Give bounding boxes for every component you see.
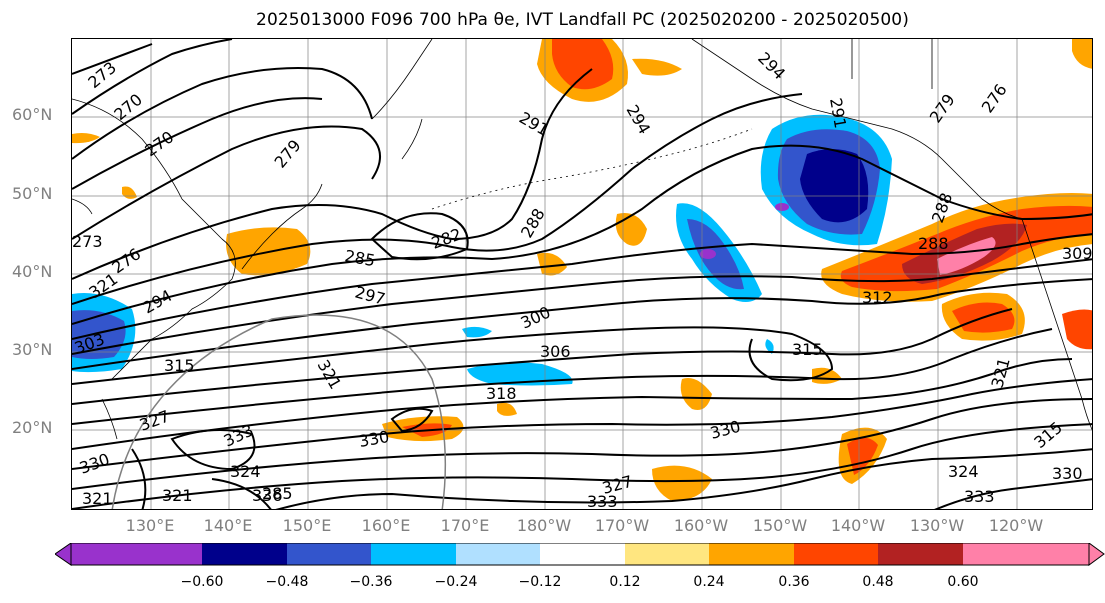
colorbar-tick: 0.36	[778, 574, 810, 590]
contour-label: 294	[623, 102, 655, 138]
map-title: 2025013000 F096 700 hPa θe, IVT Landfall…	[256, 10, 909, 30]
colorbar-tick: 0.48	[862, 574, 894, 590]
lon-label-150e: 150°E	[282, 516, 332, 535]
contour-label: 327	[600, 472, 634, 498]
contour-label: 279	[926, 90, 959, 126]
colorbar-swatch	[963, 543, 1089, 565]
coastlines	[72, 39, 1092, 440]
colorbar-swatch	[625, 543, 709, 565]
contour-label: 330	[1052, 464, 1083, 483]
contour-label: 294	[754, 48, 789, 83]
colorbar-swatch	[287, 543, 371, 565]
contour-label: 294	[140, 286, 176, 318]
colorbar-swatch	[371, 543, 456, 565]
contours	[72, 39, 1092, 509]
lon-label-180w: 180°W	[516, 516, 572, 535]
lon-label-140e: 140°E	[203, 516, 253, 535]
contour-label: 318	[486, 384, 517, 403]
lat-label-60n: 60°N	[12, 105, 53, 124]
colorbar-swatch	[878, 543, 963, 565]
contour-label: 285	[343, 246, 376, 270]
colorbar-tick: 0.12	[609, 574, 641, 590]
contour-label: 330	[77, 449, 112, 477]
contour-label: 276	[978, 80, 1011, 116]
lat-label-40n: 40°N	[12, 262, 53, 281]
contour-label: 315	[1030, 418, 1066, 452]
contour-label: 315	[164, 356, 195, 375]
lon-label-170e: 170°E	[440, 516, 490, 535]
contour-label: 324	[230, 462, 261, 481]
contour-label: 276	[108, 244, 144, 277]
colorbar-swatch	[540, 543, 625, 565]
shading-layer	[72, 39, 1092, 501]
lat-label-20n: 20°N	[12, 418, 53, 437]
colorbar-tick: −0.48	[265, 574, 309, 590]
colorbar-swatch	[202, 543, 287, 565]
japan-coast	[241, 183, 323, 270]
asia-coast	[72, 98, 236, 380]
contour-label: 291	[516, 108, 552, 140]
colorbar-tick: −0.12	[518, 574, 562, 590]
north-america-coast	[1021, 218, 1092, 431]
contour-label: 336	[252, 486, 283, 505]
aleutians	[431, 128, 753, 210]
contour-label: 279	[271, 136, 305, 172]
lon-label-130e: 130°E	[125, 516, 175, 535]
colorbar-swatch	[709, 543, 794, 565]
contour-label: 321	[82, 489, 113, 508]
map-canvas: 273 270 270 279 291 294 294 291 279 276 …	[72, 39, 1093, 510]
lon-label-150w: 150°W	[752, 516, 808, 535]
contour-label: 330	[357, 427, 390, 451]
contour-label: 324	[948, 462, 979, 481]
lon-label-140w: 140°W	[830, 516, 886, 535]
lon-label-160e: 160°E	[361, 516, 411, 535]
lat-label-50n: 50°N	[12, 184, 53, 203]
map-panel: 273 270 270 279 291 294 294 291 279 276 …	[71, 38, 1093, 510]
contour-label: 285	[262, 484, 293, 503]
contour-label: 333	[587, 492, 618, 510]
contour-label: 321	[988, 356, 1014, 390]
alaska-coast	[691, 39, 1023, 220]
colorbar-tick: −0.36	[349, 574, 393, 590]
colorbar-tick: −0.60	[180, 574, 224, 590]
colorbar	[55, 543, 1105, 566]
contour-label: 330	[708, 417, 742, 443]
colorbar-swatch	[456, 543, 540, 565]
lon-label-130w: 130°W	[909, 516, 965, 535]
contour-label: 321	[162, 486, 193, 505]
contour-label: 288	[517, 205, 549, 241]
colorbar-extend-high	[1088, 543, 1105, 566]
colorbar-swatch	[71, 543, 202, 565]
lon-label-160w: 160°W	[673, 516, 729, 535]
contour-label: 321	[314, 357, 346, 393]
colorbar-swatch	[794, 543, 878, 565]
contour-label: 306	[540, 342, 571, 361]
contour-label: 273	[72, 232, 103, 251]
contour-label: 270	[110, 90, 146, 124]
colorbar-tick: 0.24	[693, 574, 725, 590]
contour-label: 312	[862, 288, 893, 307]
colorbar-tick: −0.24	[434, 574, 478, 590]
colorbar-tick: 0.60	[947, 574, 979, 590]
lon-label-120w: 120°W	[988, 516, 1044, 535]
contour-label: 300	[518, 302, 554, 332]
colorbar-extend-low	[55, 543, 72, 566]
contour-label: 315	[792, 340, 823, 359]
contour-label: 309	[1062, 244, 1093, 263]
lat-label-30n: 30°N	[12, 340, 53, 359]
kamchatka-coast	[371, 39, 433, 160]
contour-label: 333	[964, 487, 995, 506]
lon-label-170w: 170°W	[594, 516, 650, 535]
contour-label: 327	[137, 406, 172, 434]
contour-label: 270	[141, 127, 177, 160]
reference-arc	[111, 314, 447, 509]
contour-label: 288	[918, 234, 949, 253]
graticule	[72, 39, 1092, 509]
contour-label: 297	[353, 283, 387, 309]
